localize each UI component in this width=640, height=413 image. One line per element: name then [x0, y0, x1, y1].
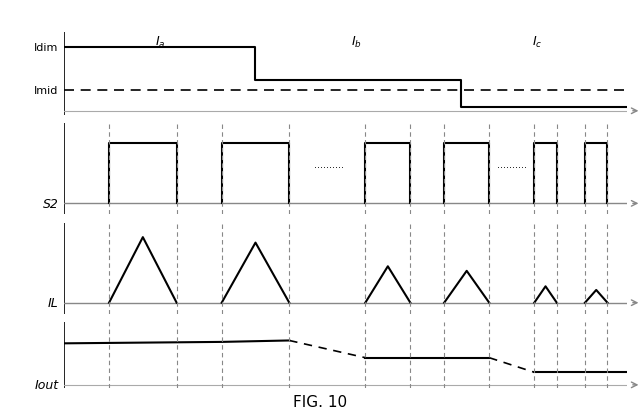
- Text: $\mathit{I}_c$: $\mathit{I}_c$: [532, 35, 542, 50]
- Text: S2: S2: [42, 197, 58, 210]
- Text: ..........: ..........: [497, 160, 527, 170]
- Text: Iout: Iout: [35, 378, 58, 392]
- Text: FIG. 10: FIG. 10: [293, 394, 347, 409]
- Text: Imid: Imid: [34, 86, 58, 96]
- Text: $\mathit{I}_b$: $\mathit{I}_b$: [351, 35, 362, 50]
- Text: Idim: Idim: [34, 43, 58, 53]
- Text: ..........: ..........: [314, 160, 344, 170]
- Text: IL: IL: [47, 297, 58, 309]
- Text: $\mathit{I}_a$: $\mathit{I}_a$: [154, 35, 165, 50]
